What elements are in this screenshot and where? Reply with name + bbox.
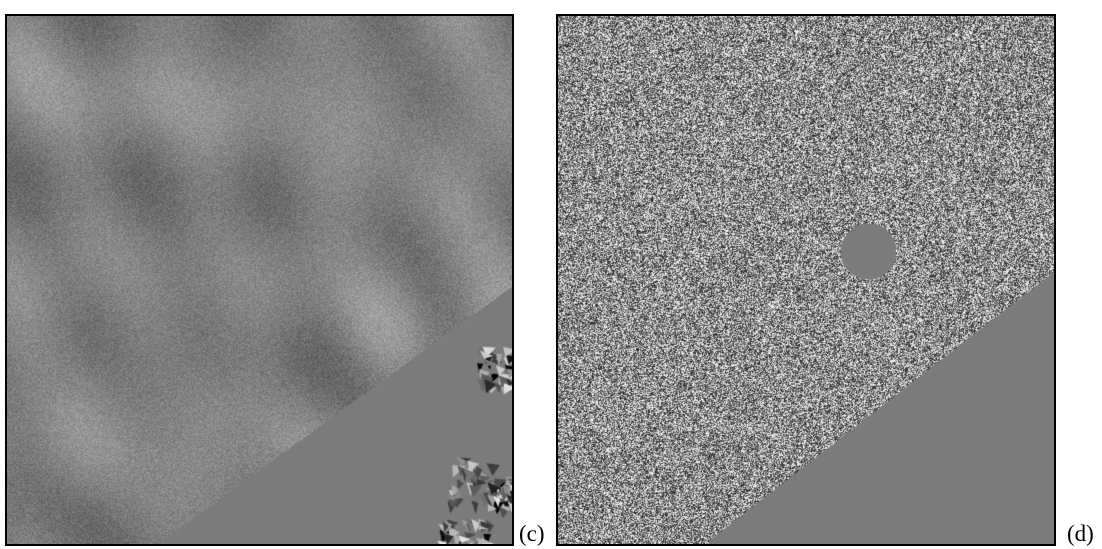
terrain-relief-canvas [7,16,512,544]
terrain-relief-image [5,14,514,546]
noise-texture-image [556,14,1056,546]
panel-c-caption: (c) [519,521,545,546]
noise-texture-canvas [558,16,1054,544]
panel-d-caption: (d) [1067,521,1094,546]
